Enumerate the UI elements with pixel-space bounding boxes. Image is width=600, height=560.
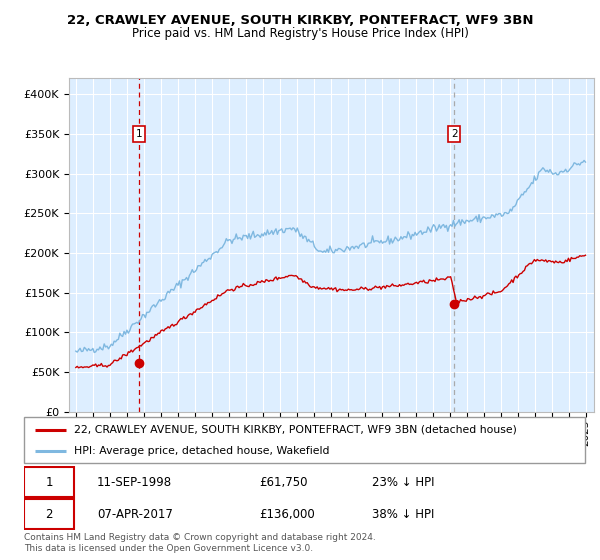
Text: 1: 1 — [46, 475, 53, 488]
Text: 11-SEP-1998: 11-SEP-1998 — [97, 475, 172, 488]
Text: 07-APR-2017: 07-APR-2017 — [97, 508, 173, 521]
FancyBboxPatch shape — [24, 467, 74, 497]
Text: 2: 2 — [46, 508, 53, 521]
Text: £136,000: £136,000 — [260, 508, 316, 521]
Text: 2: 2 — [451, 129, 457, 139]
FancyBboxPatch shape — [24, 417, 585, 463]
Text: 23% ↓ HPI: 23% ↓ HPI — [372, 475, 434, 488]
Text: 22, CRAWLEY AVENUE, SOUTH KIRKBY, PONTEFRACT, WF9 3BN: 22, CRAWLEY AVENUE, SOUTH KIRKBY, PONTEF… — [67, 14, 533, 27]
Text: HPI: Average price, detached house, Wakefield: HPI: Average price, detached house, Wake… — [74, 446, 330, 456]
FancyBboxPatch shape — [24, 500, 74, 529]
Text: 38% ↓ HPI: 38% ↓ HPI — [372, 508, 434, 521]
Text: 22, CRAWLEY AVENUE, SOUTH KIRKBY, PONTEFRACT, WF9 3BN (detached house): 22, CRAWLEY AVENUE, SOUTH KIRKBY, PONTEF… — [74, 424, 517, 435]
Text: 1: 1 — [136, 129, 142, 139]
Text: £61,750: £61,750 — [260, 475, 308, 488]
Text: Contains HM Land Registry data © Crown copyright and database right 2024.
This d: Contains HM Land Registry data © Crown c… — [24, 533, 376, 553]
Text: Price paid vs. HM Land Registry's House Price Index (HPI): Price paid vs. HM Land Registry's House … — [131, 27, 469, 40]
